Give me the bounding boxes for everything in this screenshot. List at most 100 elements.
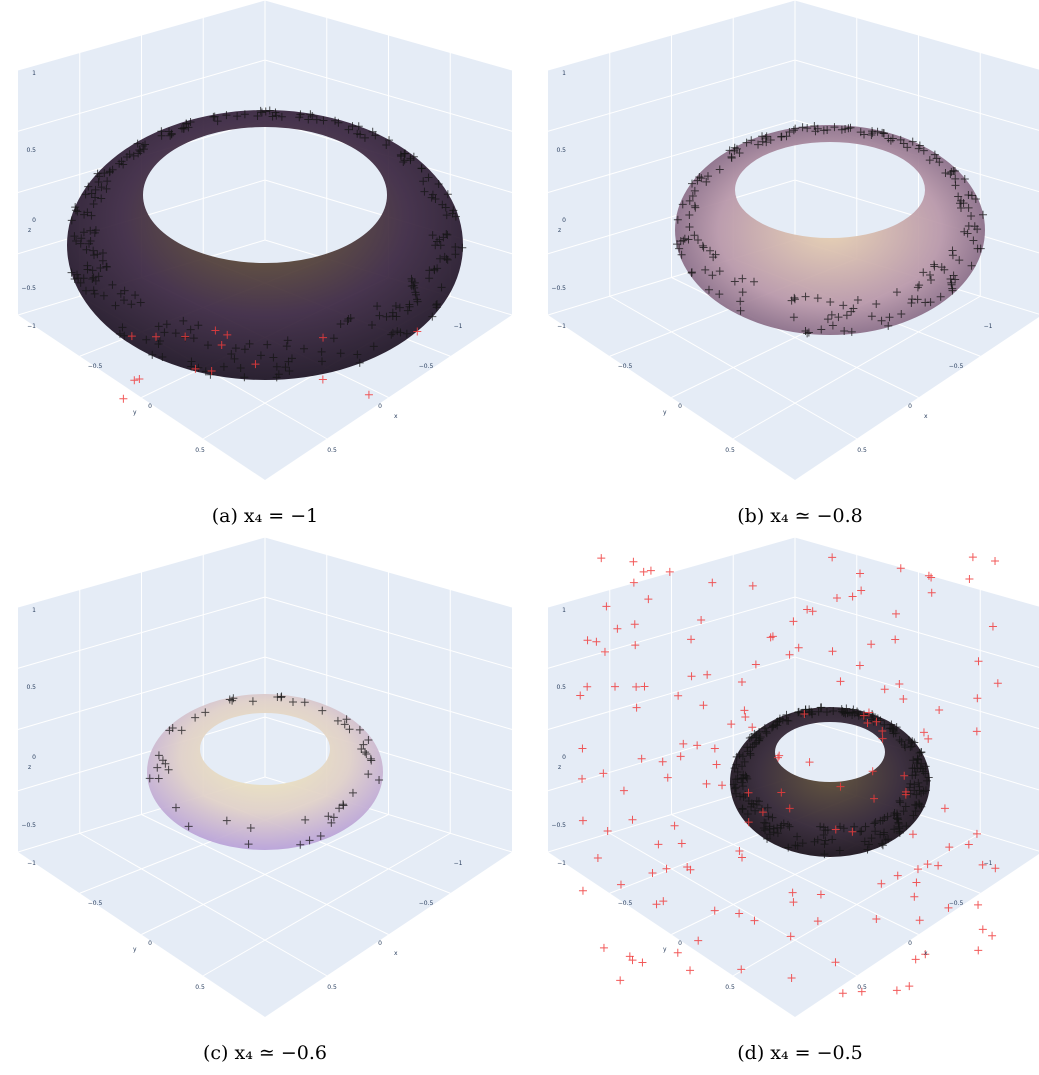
marker [318, 375, 327, 384]
marker [256, 351, 265, 360]
marker [913, 754, 922, 763]
marker [956, 203, 965, 212]
marker [787, 296, 796, 305]
marker [769, 721, 778, 730]
marker [578, 774, 587, 783]
marker [710, 906, 719, 915]
marker [388, 328, 397, 337]
marker [652, 900, 661, 909]
marker [732, 760, 741, 769]
marker [257, 108, 266, 117]
marker [760, 724, 769, 733]
marker [813, 835, 822, 844]
marker [784, 843, 793, 852]
marker [111, 301, 120, 310]
marker [988, 622, 997, 631]
marker [167, 129, 176, 138]
marker [451, 212, 460, 221]
marker [751, 660, 760, 669]
marker [754, 140, 763, 149]
marker [945, 843, 954, 852]
marker [687, 268, 696, 277]
marker [578, 886, 587, 895]
y-tick-label: −0.5 [618, 900, 633, 907]
marker [638, 958, 647, 967]
x-tick-label: −1 [984, 860, 993, 867]
marker [342, 715, 351, 724]
marker [904, 735, 913, 744]
marker [181, 332, 190, 341]
marker [119, 160, 128, 169]
marker [687, 672, 696, 681]
marker [82, 245, 91, 254]
marker [329, 813, 338, 822]
marker [964, 190, 973, 199]
z-tick-label: −1 [557, 860, 566, 867]
marker [831, 825, 840, 834]
marker [100, 169, 109, 178]
marker [764, 812, 773, 821]
marker [925, 156, 934, 165]
marker [118, 323, 127, 332]
marker [336, 349, 345, 358]
marker [711, 250, 720, 259]
marker [847, 307, 856, 316]
marker [436, 241, 445, 250]
marker [102, 262, 111, 271]
marker [844, 124, 853, 133]
marker [679, 739, 688, 748]
marker [699, 701, 708, 710]
marker [819, 126, 828, 135]
marker [248, 697, 257, 706]
marker [715, 165, 724, 174]
marker [382, 141, 391, 150]
marker [814, 707, 823, 716]
x-tick-label: 0.5 [857, 447, 867, 454]
marker [901, 790, 910, 799]
z-axis-title: z [558, 764, 561, 771]
marker [848, 592, 857, 601]
marker [927, 573, 936, 582]
marker [915, 916, 924, 925]
z-tick-label: 0.5 [26, 147, 36, 154]
marker [189, 334, 198, 343]
x-tick-label: −1 [454, 860, 463, 867]
marker [334, 118, 343, 127]
marker [879, 129, 888, 138]
marker [923, 860, 932, 869]
marker [908, 771, 917, 780]
marker [81, 286, 90, 295]
marker [296, 840, 305, 849]
marker [708, 271, 717, 280]
marker [924, 773, 933, 782]
marker [917, 759, 926, 768]
marker [727, 153, 736, 162]
marker [857, 827, 866, 836]
marker [991, 557, 1000, 566]
marker [233, 112, 242, 121]
marker [640, 682, 649, 691]
marker [773, 829, 782, 838]
marker [659, 897, 668, 906]
marker [876, 716, 885, 725]
marker [736, 792, 745, 801]
marker [963, 229, 972, 238]
y-tick-label: 0 [678, 940, 682, 947]
subfigure-caption: (d) x₄ = −0.5 [737, 1042, 863, 1064]
marker [930, 262, 939, 271]
marker [272, 362, 281, 371]
marker [955, 256, 964, 265]
marker [836, 782, 845, 791]
marker [166, 131, 175, 140]
marker [177, 124, 186, 133]
x-tick-label: 0 [378, 403, 382, 410]
marker [804, 328, 813, 337]
y-tick-label: −0.5 [88, 363, 103, 370]
marker [157, 131, 166, 140]
marker [820, 840, 829, 849]
marker [702, 779, 711, 788]
marker [434, 179, 443, 188]
marker [209, 112, 218, 121]
marker [794, 643, 803, 652]
marker [860, 130, 869, 139]
